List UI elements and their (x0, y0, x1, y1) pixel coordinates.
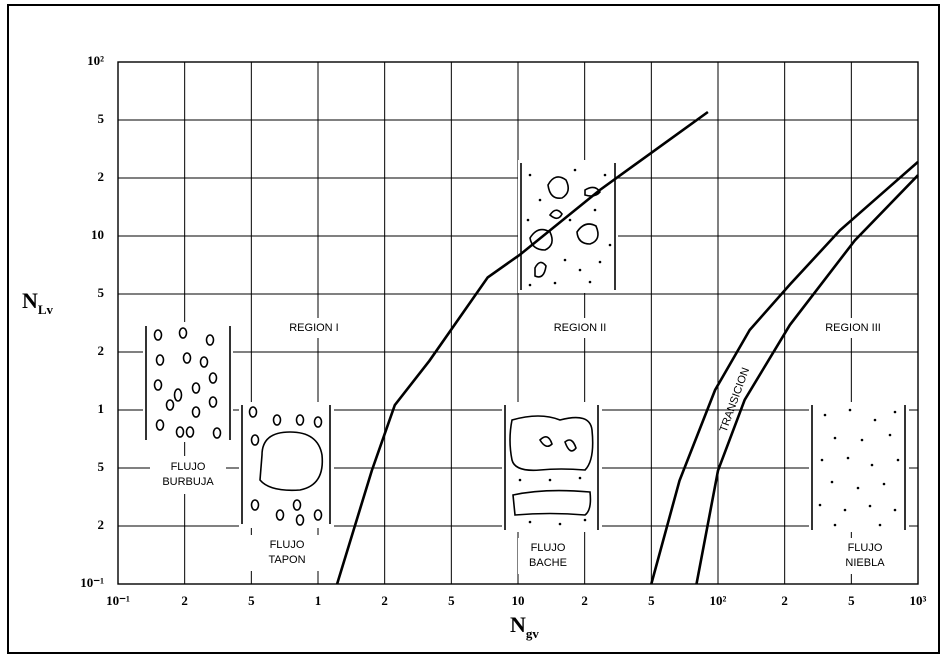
mist-bg (809, 402, 909, 532)
plug-bg (239, 402, 334, 528)
slug-bg (518, 160, 618, 293)
plot-border (117, 61, 919, 585)
x-tick-label: 2 (581, 593, 588, 608)
x-tick-label: 10 (512, 593, 525, 608)
y-tick-label: 5 (98, 111, 105, 126)
bubble (153, 329, 163, 341)
gas-slug (534, 261, 547, 278)
x-tick-label: 5 (648, 593, 655, 608)
bubble-bg (143, 322, 233, 442)
churn-gas (564, 439, 577, 452)
bubble (182, 352, 192, 364)
x-tick-label: 5 (848, 593, 855, 608)
x-axis-label: Ngv (510, 612, 539, 641)
label-bg (248, 535, 328, 571)
gas-slug (547, 176, 570, 200)
y-tick-label: 2 (98, 517, 105, 532)
bubble (208, 372, 218, 384)
plug-bubble (259, 431, 324, 492)
y-axis-label: NLv (22, 288, 54, 317)
bubble (208, 396, 218, 408)
bubble (185, 426, 195, 438)
x-tick-label: 2 (181, 593, 188, 608)
flow-label: NIEBLA (845, 557, 885, 569)
boundary-curve (695, 174, 919, 585)
y-tick-label: 10⁻¹ (80, 575, 104, 590)
y-tick-label: 10 (91, 227, 104, 242)
region-label: REGION III (825, 322, 881, 334)
gas-slug (529, 228, 553, 251)
x-tick-label: 1 (315, 593, 322, 608)
bubble (250, 434, 260, 446)
churn-gas (512, 489, 592, 516)
churn-gas (509, 415, 594, 472)
boundary-curve (335, 110, 709, 585)
y-tick-label: 10² (87, 53, 104, 68)
bubble (165, 399, 175, 411)
label-bg (150, 456, 226, 494)
gas-slug (576, 223, 599, 245)
bubble (205, 334, 215, 346)
x-tick-label: 5 (248, 593, 255, 608)
x-tick-label: 10³ (910, 593, 927, 608)
y-tick-label: 2 (98, 343, 105, 358)
bubble (191, 382, 201, 394)
gas-slug (584, 186, 601, 197)
churn-gas (538, 436, 553, 448)
x-axis-label-sub: gv (526, 626, 540, 641)
bubble (173, 388, 183, 402)
bubble (155, 354, 165, 366)
bubble (250, 499, 260, 511)
x-tick-label: 10² (710, 593, 727, 608)
flow-label: BACHE (529, 557, 567, 569)
illustrations (143, 160, 909, 574)
foreground: 10⁻¹ 2 5 1 2 5 10 2 5 10² 2 5 10³ 10⁻¹ 2 5 1 2 5 10 2 5 10² Ngv… (22, 53, 927, 641)
bubble (272, 414, 282, 426)
flow-label: FLUJO (270, 539, 305, 551)
label-bg (276, 318, 352, 338)
label-bg (835, 538, 895, 574)
bubble (153, 379, 163, 391)
x-axis-label-main: N (510, 612, 526, 637)
label-bg (542, 318, 618, 338)
y-axis-label-main: N (22, 288, 38, 313)
flow-label: BURBUJA (162, 476, 214, 488)
flow-label: TAPON (268, 554, 305, 566)
flow-label: FLUJO (531, 542, 566, 554)
bubble (313, 416, 323, 428)
label-bg (808, 318, 898, 338)
bubble (199, 356, 209, 368)
x-tick-label: 5 (448, 593, 455, 608)
region-label: REGION I (289, 322, 339, 334)
bubble (295, 514, 305, 526)
bubble (248, 406, 258, 418)
flow-label: FLUJO (848, 542, 883, 554)
label-bg (518, 538, 580, 574)
bubble (191, 406, 201, 418)
gas-slug (548, 209, 563, 220)
y-axis-label-sub: Lv (38, 302, 54, 317)
bubble (212, 427, 222, 439)
x-tick-label: 2 (781, 593, 788, 608)
bubble (292, 499, 302, 511)
y-tick-label: 1 (98, 401, 105, 416)
bubble (275, 509, 285, 521)
bubble (175, 426, 185, 438)
region-label: REGION II (554, 322, 607, 334)
bubble (178, 327, 188, 339)
bubble (155, 419, 165, 431)
y-tick-label: 5 (98, 285, 105, 300)
boundary-curve (650, 160, 919, 585)
bubble (295, 414, 305, 426)
flow-label: FLUJO (171, 461, 206, 473)
y-tick-label: 5 (98, 459, 105, 474)
bubble (313, 509, 323, 521)
x-tick-label: 2 (381, 593, 388, 608)
y-tick-label: 2 (98, 169, 105, 184)
x-tick-label: 10⁻¹ (106, 593, 130, 608)
